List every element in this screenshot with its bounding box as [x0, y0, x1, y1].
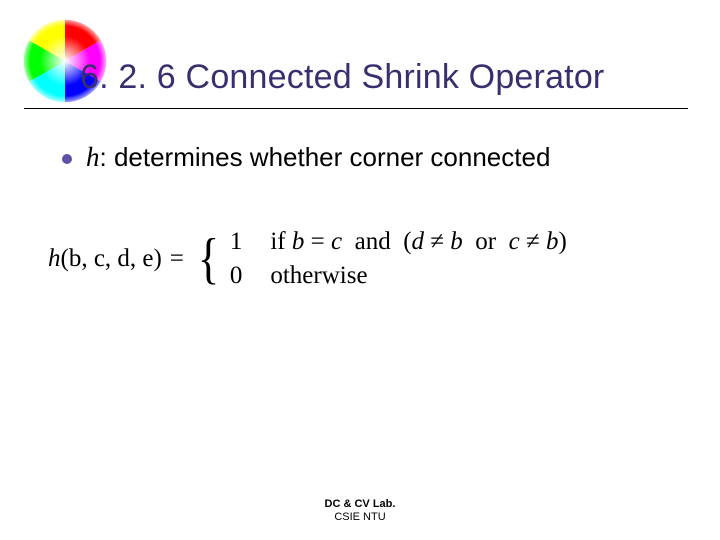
- title-wrap: 6. 2. 6 Connected Shrink Operator: [80, 58, 680, 107]
- equation-equals: =: [162, 245, 185, 272]
- slide-title: 6. 2. 6 Connected Shrink Operator: [80, 58, 680, 97]
- slide: 6. 2. 6 Connected Shrink Operator h: det…: [0, 0, 720, 540]
- case-cond-prefix: if: [270, 228, 292, 255]
- bullet-text: h: determines whether corner connected: [86, 142, 550, 173]
- case-condition: if b = c and (d ≠ b or c ≠ b): [270, 228, 566, 256]
- footer: DC & CV Lab. CSIE NTU: [0, 498, 720, 524]
- footer-line1: DC & CV Lab.: [0, 498, 720, 511]
- body-area: h: determines whether corner connected: [62, 142, 680, 173]
- equation-fn: h: [48, 245, 61, 272]
- bullet-item: h: determines whether corner connected: [62, 142, 680, 173]
- equation-cases: 1 if b = c and (d ≠ b or c ≠ b) 0 otherw…: [230, 228, 567, 290]
- equation: h(b, c, d, e) = { 1 if b = c and (d ≠ b …: [48, 228, 690, 290]
- case-condition: otherwise: [270, 262, 566, 290]
- footer-line2: CSIE NTU: [0, 511, 720, 524]
- equation-lhs: h(b, c, d, e) =: [48, 245, 185, 273]
- equation-args-text: (b, c, d, e): [61, 245, 162, 272]
- equation-args: (b, c, d, e): [61, 245, 162, 272]
- brace-icon: {: [198, 231, 220, 287]
- bullet-rest: : determines whether corner connected: [100, 142, 551, 172]
- title-underline: [24, 108, 688, 109]
- case-cond-body: b = c and (d ≠ b or c ≠ b): [292, 228, 567, 255]
- case-value: 1: [230, 228, 243, 256]
- bullet-dot-icon: [62, 154, 72, 164]
- bullet-var: h: [86, 142, 100, 172]
- case-value: 0: [230, 262, 243, 290]
